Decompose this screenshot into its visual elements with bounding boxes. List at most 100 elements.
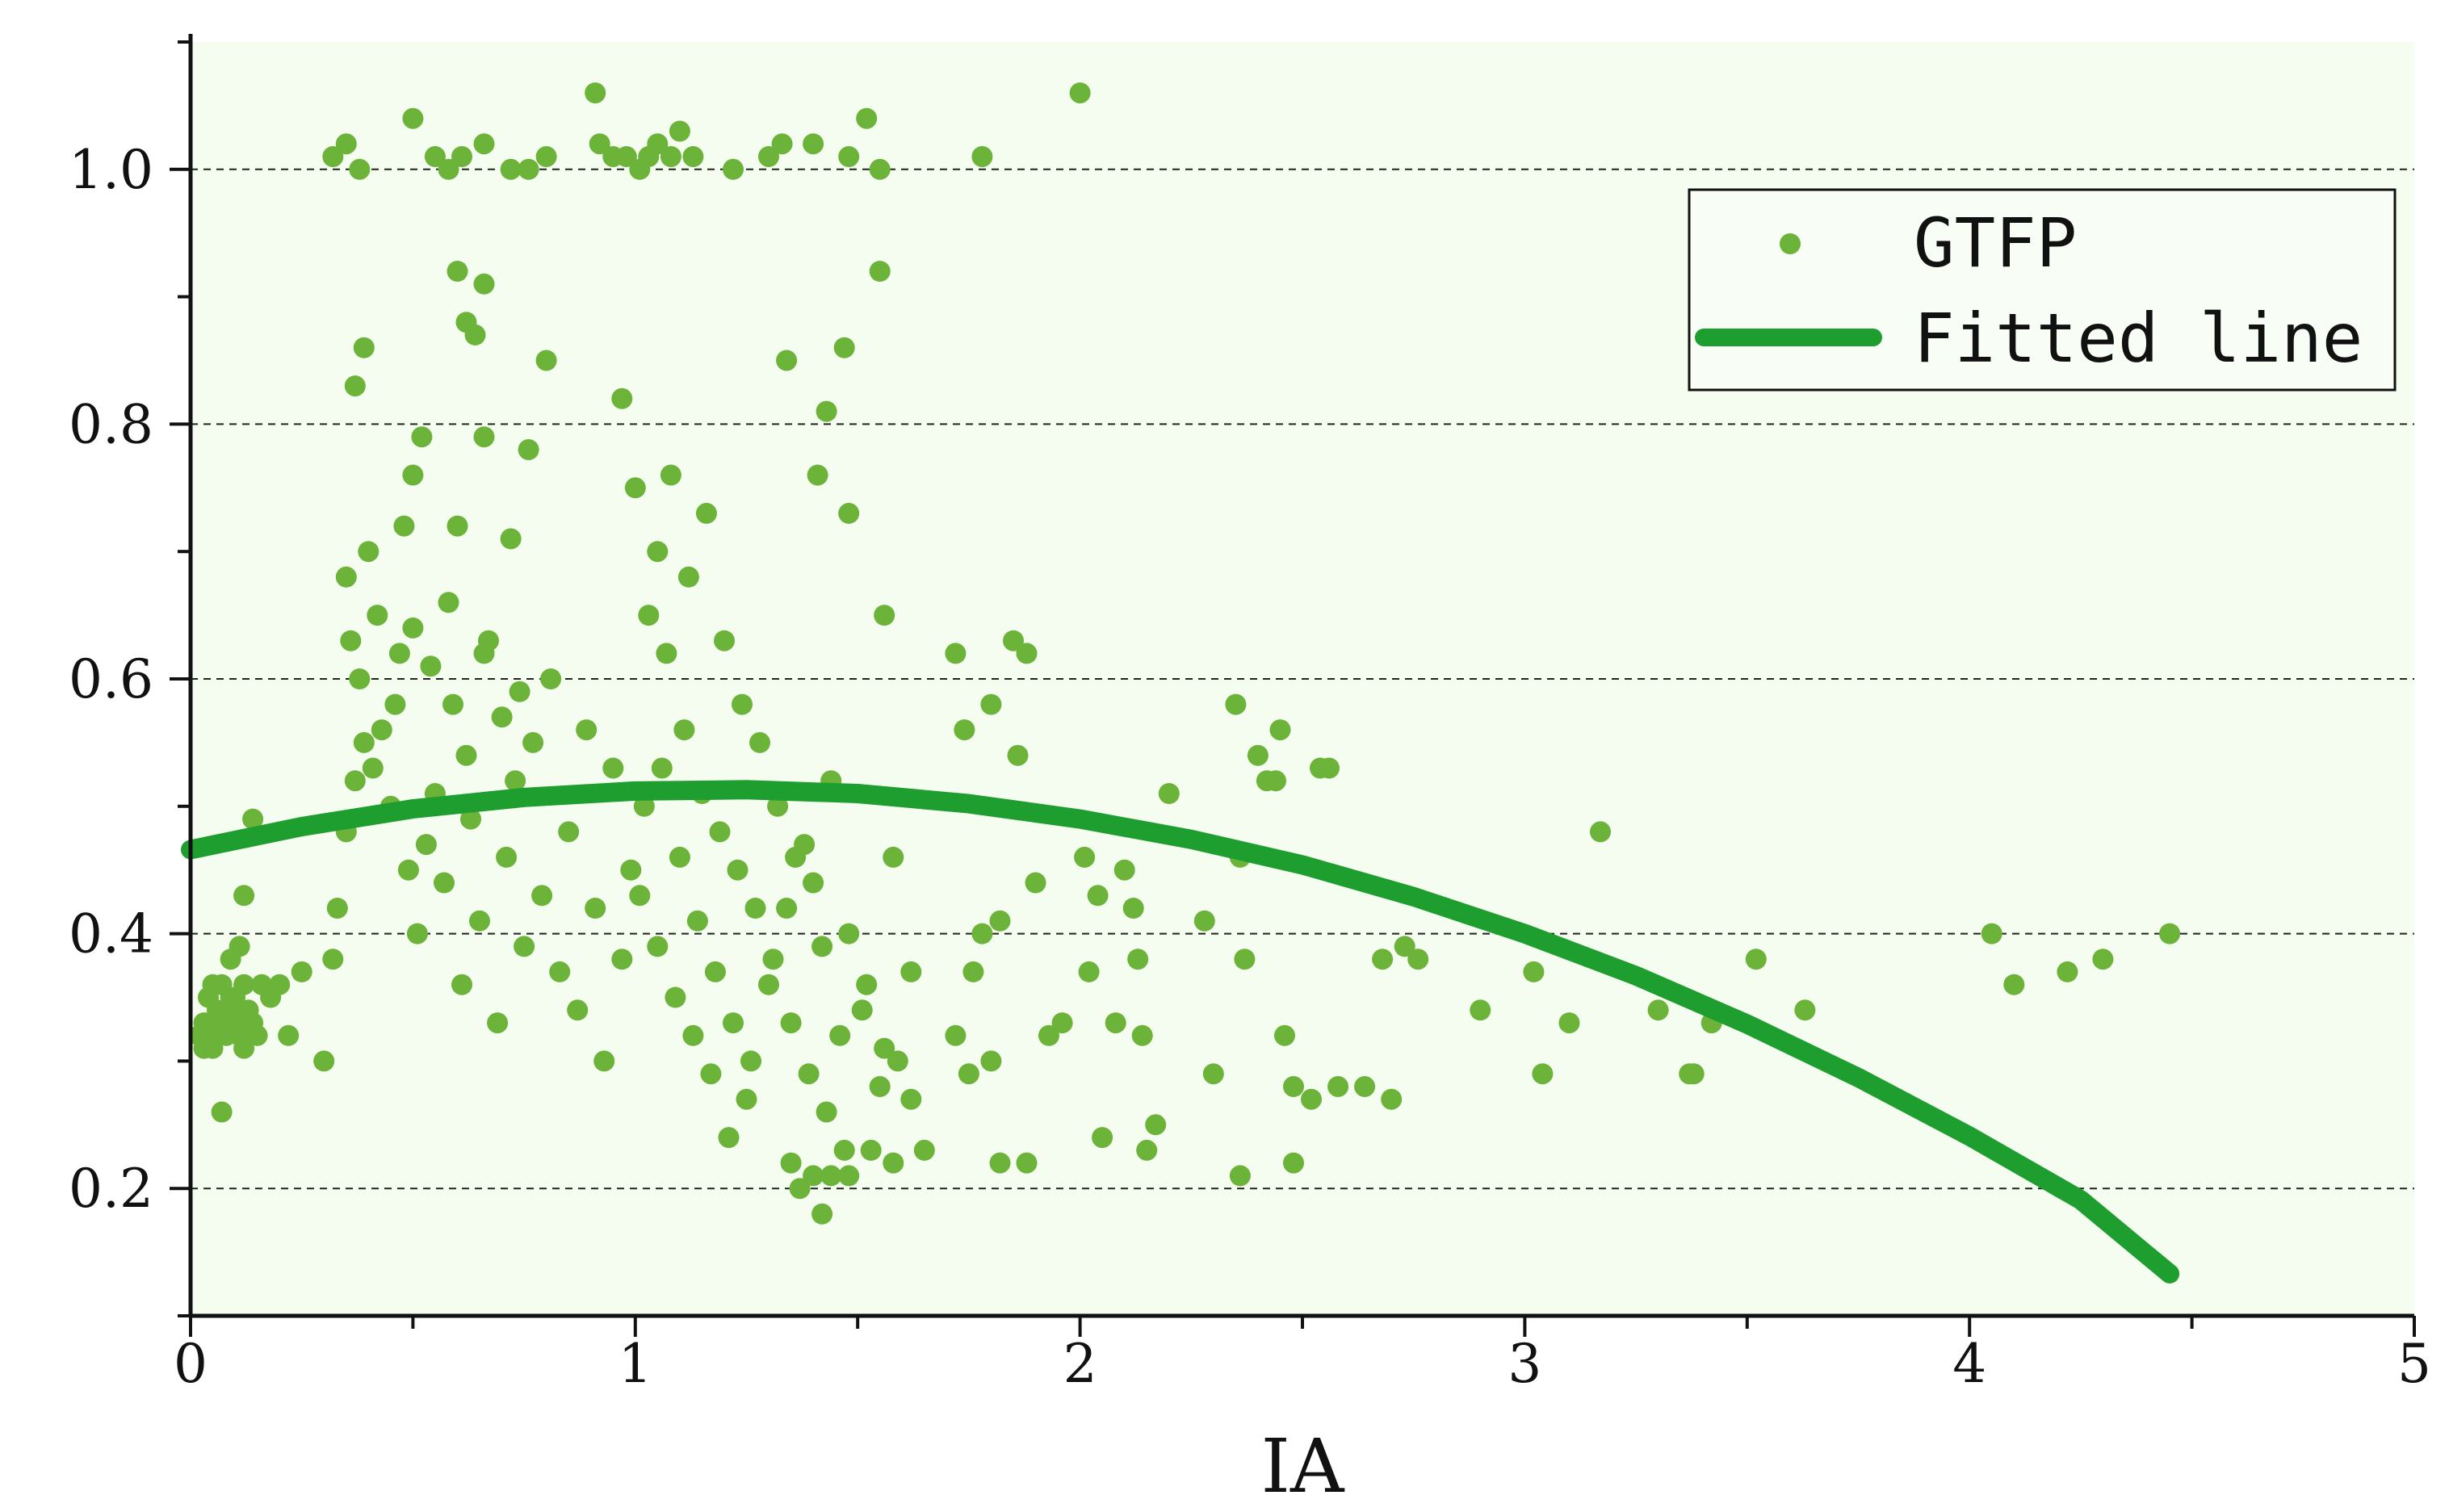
data-point-238 — [1301, 1088, 1322, 1110]
data-point-140 — [767, 795, 789, 817]
data-point-244 — [1381, 1088, 1403, 1110]
data-point-131 — [869, 261, 891, 282]
data-point-94 — [335, 133, 357, 155]
data-point-107 — [615, 146, 637, 167]
data-point-16 — [193, 1037, 215, 1059]
data-point-221 — [1131, 1024, 1153, 1046]
data-point-43 — [388, 643, 410, 664]
data-point-182 — [789, 1178, 811, 1200]
data-point-91 — [344, 375, 366, 397]
data-point-184 — [811, 1203, 833, 1225]
data-point-135 — [677, 566, 699, 588]
data-point-194 — [883, 846, 904, 868]
data-point-102 — [518, 158, 539, 180]
data-point-250 — [1558, 1012, 1580, 1034]
data-point-242 — [1354, 1076, 1376, 1097]
data-point-28 — [291, 961, 312, 982]
data-point-101 — [500, 158, 522, 180]
data-point-175 — [740, 1050, 761, 1072]
data-point-186 — [838, 1165, 860, 1187]
data-point-31 — [242, 808, 264, 830]
data-point-124 — [473, 273, 495, 295]
data-point-251 — [1590, 821, 1611, 843]
data-point-116 — [771, 133, 793, 155]
data-point-222 — [1136, 1139, 1158, 1161]
data-point-66 — [593, 1050, 615, 1072]
data-point-260 — [2057, 961, 2078, 982]
data-point-119 — [856, 107, 878, 129]
data-point-159 — [851, 999, 873, 1021]
data-point-23 — [246, 1024, 268, 1046]
data-point-45 — [406, 923, 428, 944]
data-point-70 — [340, 630, 362, 651]
data-point-52 — [469, 910, 490, 932]
data-point-163 — [647, 936, 669, 957]
data-point-177 — [776, 898, 798, 919]
data-point-55 — [496, 846, 518, 868]
data-point-36 — [326, 898, 348, 919]
data-point-134 — [660, 464, 681, 486]
data-point-115 — [758, 146, 779, 167]
data-point-137 — [714, 630, 735, 651]
data-point-17 — [202, 974, 224, 995]
data-point-169 — [633, 795, 655, 817]
data-point-229 — [1234, 949, 1256, 970]
data-point-75 — [420, 655, 442, 677]
data-point-87 — [473, 426, 495, 448]
data-point-54 — [487, 1012, 509, 1034]
data-point-40 — [362, 757, 384, 779]
x-tick-label-0: 0 — [174, 1333, 208, 1395]
data-point-65 — [585, 898, 606, 919]
data-point-248 — [1523, 961, 1545, 982]
data-point-51 — [460, 808, 481, 830]
data-point-231 — [1247, 744, 1269, 766]
data-point-209 — [1016, 1152, 1038, 1174]
data-point-103 — [535, 146, 557, 167]
data-point-224 — [1158, 783, 1180, 804]
data-point-71 — [349, 668, 371, 689]
data-point-146 — [874, 1037, 895, 1059]
data-point-234 — [1269, 719, 1291, 741]
data-point-236 — [1283, 1076, 1304, 1097]
data-point-179 — [811, 936, 833, 957]
data-point-83 — [402, 464, 424, 486]
scatter-series-gtfp — [189, 82, 2181, 1225]
data-point-241 — [1327, 1076, 1349, 1097]
data-point-181 — [780, 1152, 802, 1174]
data-point-188 — [883, 1152, 904, 1174]
data-point-233 — [1265, 770, 1286, 792]
data-point-33 — [229, 936, 250, 957]
data-point-162 — [629, 885, 651, 907]
data-point-208 — [989, 1152, 1011, 1174]
x-tick-label-1: 1 — [619, 1333, 652, 1395]
data-point-178 — [794, 834, 816, 856]
data-point-144 — [838, 923, 860, 944]
data-point-155 — [780, 1012, 802, 1034]
data-point-44 — [397, 859, 419, 881]
data-point-152 — [727, 859, 749, 881]
data-point-97 — [424, 146, 446, 167]
data-point-203 — [1007, 744, 1029, 766]
data-point-98 — [438, 158, 459, 180]
data-point-58 — [522, 731, 544, 753]
data-point-27 — [278, 1024, 300, 1046]
data-point-48 — [434, 872, 455, 894]
x-axis-title: IA — [1261, 1423, 1345, 1510]
data-point-62 — [558, 821, 580, 843]
data-point-252 — [1647, 999, 1669, 1021]
x-tick-label-4: 4 — [1952, 1333, 1986, 1395]
data-point-202 — [1003, 630, 1024, 651]
data-point-77 — [455, 744, 477, 766]
data-point-187 — [860, 1139, 882, 1161]
data-point-207 — [980, 1050, 1002, 1072]
x-tick-label-2: 2 — [1063, 1333, 1097, 1395]
data-point-214 — [1078, 961, 1100, 982]
data-point-46 — [415, 834, 437, 856]
x-tick-label-5: 5 — [2397, 1333, 2431, 1395]
data-point-50 — [451, 974, 472, 995]
data-point-225 — [1193, 910, 1215, 932]
data-point-262 — [2159, 923, 2181, 944]
data-point-174 — [723, 1012, 744, 1034]
data-point-74 — [402, 617, 424, 639]
